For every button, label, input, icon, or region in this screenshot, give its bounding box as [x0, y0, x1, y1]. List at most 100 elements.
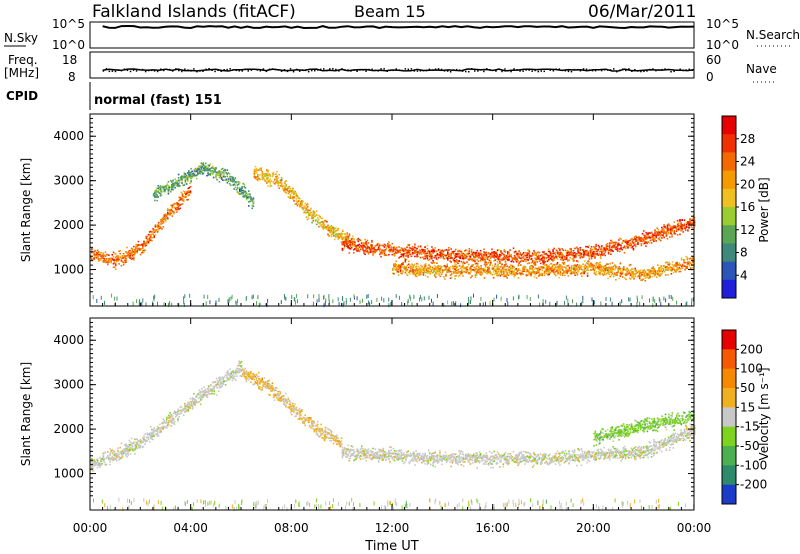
power-cell	[249, 194, 251, 196]
power-cell	[633, 248, 635, 250]
power-cell	[469, 250, 471, 252]
power-cell	[485, 266, 487, 268]
power-cell-noise	[296, 294, 297, 298]
power-cell	[119, 250, 121, 252]
nave-dot	[299, 70, 301, 72]
nave-dot	[223, 69, 225, 71]
power-cell	[418, 266, 420, 268]
power-cell	[618, 243, 620, 245]
power-cell	[207, 172, 209, 174]
power-cell	[208, 165, 210, 167]
power-cell	[271, 185, 273, 187]
power-cell	[472, 258, 474, 260]
power-cell	[495, 259, 497, 261]
power-cell	[508, 259, 510, 261]
power-cell	[624, 252, 626, 254]
power-cell	[342, 250, 344, 252]
power-cell	[142, 247, 144, 249]
power-cell	[621, 242, 623, 244]
power-cell	[368, 242, 370, 244]
power-cell	[424, 251, 426, 253]
power-cell	[587, 275, 589, 277]
nave-dot	[356, 71, 358, 73]
power-cell	[589, 245, 591, 247]
power-cell	[504, 254, 506, 256]
nave-dot	[607, 69, 609, 71]
power-cell	[517, 260, 519, 262]
power-cell	[671, 231, 673, 233]
nave-dot	[411, 68, 413, 70]
power-cell	[522, 274, 524, 276]
power-cell	[588, 270, 590, 272]
power-cell	[684, 269, 686, 271]
power-cell-noise	[557, 301, 558, 305]
power-cell	[418, 246, 420, 248]
power-cell	[398, 271, 400, 273]
power-cell	[351, 238, 353, 240]
power-cell	[308, 217, 310, 219]
power-cell	[245, 187, 247, 189]
power-cell	[534, 262, 536, 264]
nave-dot	[350, 70, 352, 72]
power-cell	[484, 259, 486, 261]
power-cell	[536, 277, 538, 279]
power-cell	[499, 256, 501, 258]
nave-dot	[547, 69, 549, 71]
power-cell	[607, 248, 609, 250]
power-cell	[538, 275, 540, 277]
plot-canvas: Falkland Islands (fitACF) Beam 15 06/Mar…	[0, 0, 800, 554]
nave-dot	[145, 71, 147, 73]
nave-dot	[655, 70, 657, 72]
nave-dot	[429, 69, 431, 71]
power-cell	[651, 276, 653, 278]
power-cell	[454, 278, 456, 280]
power-cell	[318, 219, 320, 221]
power-cell	[115, 269, 117, 271]
power-cell	[301, 203, 303, 205]
power-cell	[276, 171, 278, 173]
power-cell	[472, 264, 474, 266]
power-cell	[417, 263, 419, 265]
power-cell	[248, 198, 250, 200]
power-cell	[513, 267, 515, 269]
power-cell	[555, 275, 557, 277]
power-cell	[333, 233, 335, 235]
power-cell	[466, 256, 468, 258]
power-cell	[188, 170, 190, 172]
power-cell	[307, 203, 309, 205]
power-cell-noise	[453, 301, 454, 305]
power-cell	[179, 182, 181, 184]
nsearch-label: N.Search	[746, 28, 800, 42]
power-cell-noise	[473, 294, 474, 298]
power-cell	[610, 253, 612, 255]
power-cell	[232, 177, 234, 179]
power-cell-noise	[451, 302, 452, 306]
power-cell	[353, 252, 355, 254]
power-cell	[666, 232, 668, 234]
power-cell	[183, 199, 185, 201]
nave-dot	[670, 71, 672, 73]
nave-dot	[121, 70, 123, 72]
power-cell	[372, 254, 374, 256]
power-cell	[687, 229, 689, 231]
power-cell	[424, 249, 426, 251]
power-cell	[334, 239, 336, 241]
nave-dot	[565, 70, 567, 72]
power-cell	[230, 185, 232, 187]
power-cell	[184, 184, 186, 186]
nave-dot	[438, 68, 440, 70]
power-cell	[246, 199, 248, 201]
power-cell	[532, 260, 534, 262]
power-cell	[186, 175, 188, 177]
power-cell	[490, 262, 492, 264]
power-cell-noise	[421, 297, 422, 301]
power-cell	[168, 193, 170, 195]
power-cell	[187, 180, 189, 182]
power-cell	[323, 228, 325, 230]
power-cell	[513, 261, 515, 263]
power-cell	[140, 254, 142, 256]
power-cell	[290, 188, 292, 190]
power-cell-noise	[142, 298, 143, 302]
power-cell	[398, 269, 400, 271]
power-cell	[625, 279, 627, 281]
